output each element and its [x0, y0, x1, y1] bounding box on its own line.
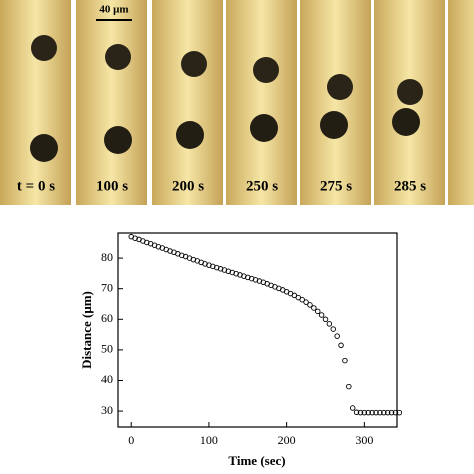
data-point — [369, 409, 375, 416]
data-point — [338, 342, 344, 349]
cell — [176, 121, 204, 149]
data-point — [330, 326, 337, 332]
panel-label: 100 s — [96, 178, 128, 194]
data-point — [384, 409, 391, 416]
data-point — [357, 409, 364, 416]
y-tick-label: 30 — [101, 403, 113, 417]
data-point — [307, 302, 313, 308]
x-tick-label: 100 — [200, 433, 218, 447]
data-point — [365, 409, 371, 416]
data-point — [392, 409, 399, 416]
data-point — [322, 316, 329, 323]
x-tick-label: 200 — [278, 433, 296, 447]
data-point — [299, 296, 305, 303]
image-panel — [76, 0, 147, 205]
cell — [320, 111, 348, 139]
cell — [104, 126, 132, 154]
cell — [181, 51, 207, 77]
panel-label: t = 0 s — [17, 178, 55, 194]
panel-label: 275 s — [320, 178, 352, 194]
data-point — [346, 383, 352, 390]
cell — [253, 57, 279, 83]
data-point — [396, 409, 403, 416]
image-panel — [448, 0, 474, 205]
data-point — [342, 357, 348, 364]
data-point — [377, 409, 383, 416]
cell — [327, 74, 353, 100]
data-point — [353, 409, 360, 416]
y-tick-label: 70 — [101, 280, 113, 294]
y-tick-label: 50 — [101, 342, 113, 356]
data-point — [349, 405, 356, 411]
y-axis-title: Distance (μm) — [79, 291, 94, 369]
cell — [31, 35, 57, 61]
y-tick-label: 60 — [101, 311, 113, 325]
cell — [397, 79, 423, 105]
panel-label: 250 s — [246, 178, 278, 194]
cell — [105, 44, 131, 70]
plot-frame — [117, 232, 398, 428]
image-panel — [0, 0, 71, 205]
data-point — [314, 308, 321, 315]
image-panel — [226, 0, 297, 205]
x-tick-label: 300 — [355, 433, 373, 447]
data-point — [361, 409, 368, 416]
y-tick-label: 80 — [101, 250, 113, 264]
x-tick-label: 0 — [128, 433, 134, 447]
cell — [392, 108, 420, 136]
data-point — [326, 321, 333, 327]
data-point — [373, 409, 379, 416]
data-point — [303, 299, 309, 305]
cell — [250, 114, 278, 142]
y-tick-label: 40 — [101, 372, 113, 386]
data-point — [334, 333, 340, 339]
panel-label: 200 s — [172, 178, 204, 194]
data-point — [388, 409, 395, 416]
image-panel — [300, 0, 371, 205]
image-panel — [152, 0, 223, 205]
x-axis-title: Time (sec) — [228, 453, 285, 468]
data-point — [381, 409, 387, 416]
scale-bar-label: 40 μm — [99, 4, 128, 16]
cell — [30, 134, 58, 162]
data-point — [318, 312, 325, 318]
data-point — [311, 305, 317, 311]
panel-label: 285 s — [394, 178, 426, 194]
